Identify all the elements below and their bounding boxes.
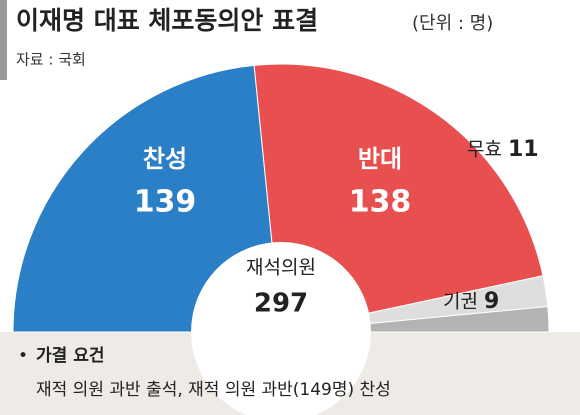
note-title: 가결 요건 xyxy=(36,346,104,366)
slice-value: 11 xyxy=(508,137,539,162)
center-hole xyxy=(191,242,371,415)
slice-value: 9 xyxy=(484,289,499,314)
source: 자료 : 국회 xyxy=(16,51,86,69)
slice-label: 반대 xyxy=(358,145,402,173)
slice-label: 기권 xyxy=(443,291,478,313)
chart-title: 이재명 대표 체포동의안 표결 xyxy=(16,6,318,35)
slice-label: 무효 xyxy=(467,139,502,161)
center-label: 재석의원 xyxy=(246,257,316,279)
slice-value: 139 xyxy=(134,185,197,220)
slice xyxy=(12,64,282,333)
chart-subtitle: (단위 : 명) xyxy=(412,13,493,34)
slice-value: 138 xyxy=(349,185,412,220)
center-value: 297 xyxy=(254,289,308,319)
bullet: • xyxy=(18,346,28,366)
accent-bar xyxy=(0,0,7,80)
slice-label: 찬성 xyxy=(143,145,187,173)
note: 재적 의원 과반 출석, 재적 의원 과반(149명) 찬성 xyxy=(36,380,391,400)
